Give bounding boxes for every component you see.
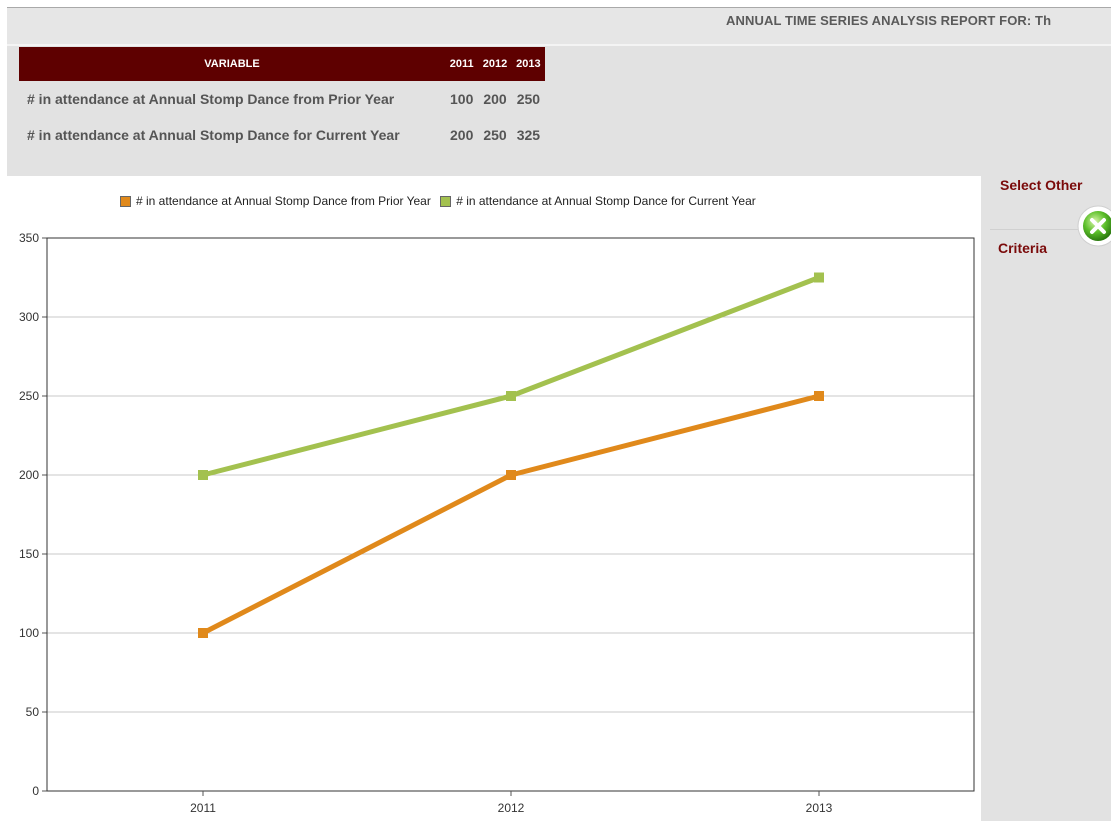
y-tick-label: 350 [19, 231, 39, 245]
close-icon [1077, 205, 1111, 247]
side-panel-top [981, 170, 1111, 176]
legend-label-prior: # in attendance at Annual Stomp Dance fr… [136, 194, 431, 208]
row-value: 250 [516, 91, 541, 107]
legend-swatch-prior [120, 195, 131, 207]
row-value: 100 [450, 91, 474, 107]
series-line-prior [201, 393, 820, 636]
row-value: 200 [450, 127, 474, 143]
x-tick-label: 2011 [190, 801, 216, 815]
y-tick-label: 300 [19, 310, 39, 324]
table-row: # in attendance at Annual Stomp Dance fr… [19, 81, 545, 117]
data-point-current [198, 470, 208, 480]
report-title: ANNUAL TIME SERIES ANALYSIS REPORT FOR: … [726, 13, 1052, 28]
y-tick-label: 100 [19, 626, 39, 640]
x-tick-label: 2012 [498, 801, 525, 815]
y-tick-label: 0 [32, 784, 39, 798]
chart-area [7, 176, 981, 821]
row-value: 200 [483, 91, 507, 107]
y-tick-label: 250 [19, 389, 39, 403]
report-header [7, 8, 1111, 44]
data-point-prior [814, 391, 824, 401]
row-value: 325 [516, 127, 541, 143]
data-point-prior [506, 470, 516, 480]
legend-swatch-current [440, 195, 452, 207]
row-label: # in attendance at Annual Stomp Dance fr… [27, 91, 395, 107]
column-header-variable: VARIABLE [19, 47, 445, 81]
x-tick-label: 2013 [806, 801, 833, 815]
legend-label-current: # in attendance at Annual Stomp Dance fo… [456, 194, 756, 208]
table-row: # in attendance at Annual Stomp Dance fo… [19, 117, 545, 153]
series-line-current [202, 275, 820, 478]
close-button[interactable] [1074, 205, 1111, 247]
column-header-2011: 2011 [445, 47, 479, 81]
column-header-2012: 2012 [478, 47, 512, 81]
row-label: # in attendance at Annual Stomp Dance fo… [27, 127, 400, 143]
select-other-link[interactable]: Select Other [1000, 177, 1083, 193]
chart-legend: # in attendance at Annual Stomp Dance fr… [120, 194, 762, 210]
y-tick-label: 150 [19, 547, 39, 561]
data-point-current [506, 391, 516, 401]
legend-item-current[interactable]: # in attendance at Annual Stomp Dance fo… [440, 194, 756, 208]
legend-item-prior[interactable]: # in attendance at Annual Stomp Dance fr… [120, 194, 431, 208]
table-header-row: VARIABLE 2011 2012 2013 [19, 47, 546, 81]
data-point-prior [198, 628, 208, 638]
top-border [7, 7, 1111, 8]
criteria-side-panel [981, 176, 1111, 821]
variables-table: VARIABLE 2011 2012 2013 # in attendance … [19, 47, 546, 153]
column-header-2013: 2013 [511, 47, 546, 81]
y-tick-label: 50 [26, 705, 40, 719]
data-point-current [814, 272, 824, 283]
criteria-link[interactable]: Criteria [998, 240, 1048, 256]
y-tick-label: 200 [19, 468, 39, 482]
header-divider [7, 44, 1111, 46]
row-value: 250 [483, 127, 507, 143]
side-divider [990, 229, 1111, 230]
plot-frame [46, 237, 975, 792]
